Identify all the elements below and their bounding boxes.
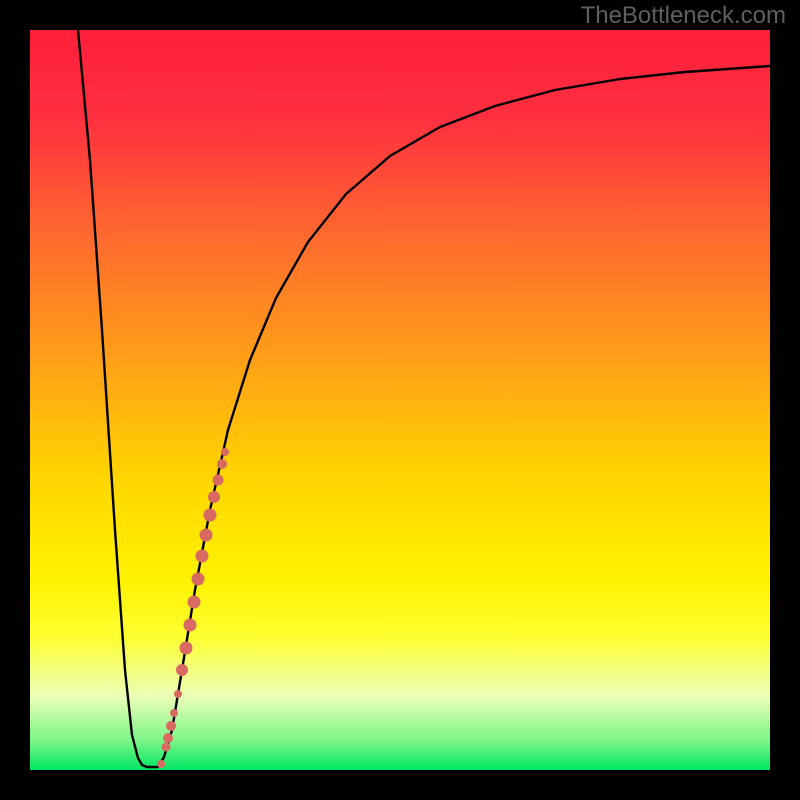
plot-area — [30, 30, 770, 770]
data-marker — [192, 573, 205, 586]
data-marker — [174, 690, 182, 698]
data-marker — [221, 448, 229, 456]
data-marker — [180, 642, 193, 655]
bottleneck-chart — [0, 0, 800, 800]
watermark-text: TheBottleneck.com — [581, 2, 786, 30]
data-marker — [200, 529, 213, 542]
data-marker — [166, 721, 176, 731]
data-marker — [217, 459, 227, 469]
data-marker — [213, 475, 224, 486]
data-marker — [196, 550, 209, 563]
data-marker — [162, 743, 171, 752]
data-marker — [204, 509, 217, 522]
data-marker — [170, 709, 178, 717]
data-marker — [157, 760, 165, 768]
data-marker — [188, 596, 201, 609]
data-marker — [176, 664, 188, 676]
data-marker — [184, 619, 197, 632]
data-marker — [208, 491, 220, 503]
data-marker — [163, 733, 173, 743]
